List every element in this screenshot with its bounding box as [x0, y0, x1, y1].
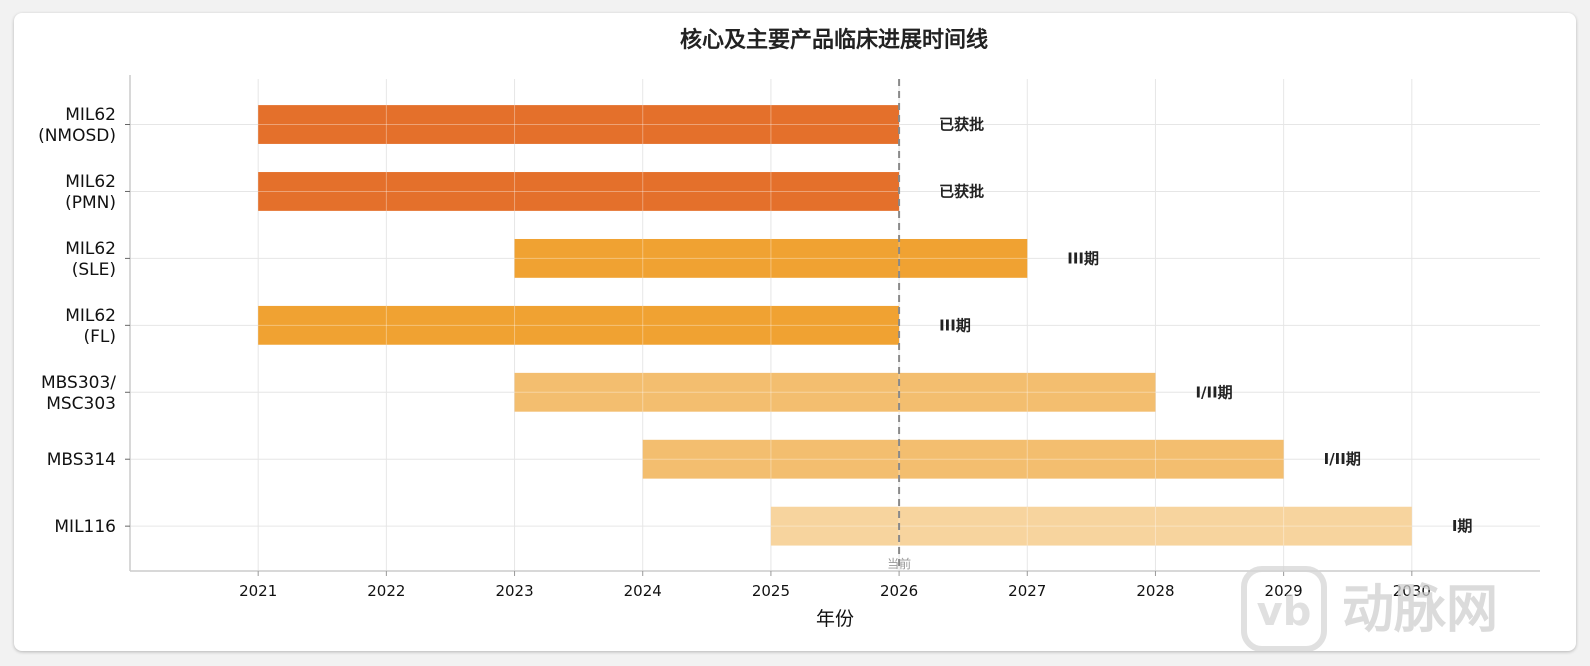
x-tick-label: 2029 — [1265, 582, 1303, 600]
status-label: I期 — [1452, 517, 1473, 535]
chart-title: 核心及主要产品临床进展时间线 — [680, 27, 988, 53]
vb-logo-icon — [1241, 566, 1327, 651]
bar — [258, 105, 900, 144]
timeline-chart: 核心及主要产品临床进展时间线 当前 2021 2022 2023 2024 2025 202… — [38, 27, 1540, 651]
status-label: III期 — [1067, 249, 1099, 267]
bar — [770, 506, 1412, 546]
y-tick-label: MIL62 (NMOSD) — [38, 105, 116, 146]
x-tick-label: 2026 — [880, 582, 918, 600]
y-tick-label-line: (SLE) — [72, 260, 116, 280]
status-label: 已获批 — [939, 182, 984, 200]
y-tick-label-line: MBS303/ — [41, 373, 116, 393]
watermark-text: 动脉网 — [1342, 580, 1498, 640]
y-tick-label-line: MIL62 — [65, 306, 116, 326]
watermark: vb 动脉网 — [1241, 566, 1498, 651]
bar — [642, 439, 1284, 479]
y-tick-label: MBS314 — [47, 450, 116, 470]
x-tick-label: 2023 — [495, 582, 533, 600]
y-tick-label-line: MIL62 — [65, 239, 116, 259]
x-axis-label: 年份 — [816, 608, 854, 630]
x-tick-label: 2027 — [1008, 582, 1046, 600]
vb-logo-mark: vb — [1257, 589, 1312, 635]
bar — [258, 172, 900, 211]
y-tick-label-line: (NMOSD) — [38, 126, 116, 146]
y-tick-label-line: MIL116 — [54, 517, 116, 537]
status-label: I/II期 — [1324, 450, 1361, 468]
bar — [258, 305, 900, 345]
bar — [514, 238, 1028, 278]
x-tick-label: 2030 — [1393, 582, 1431, 600]
y-tick-label-line: MBS314 — [47, 450, 116, 470]
current-year-label: 当前 — [887, 556, 911, 571]
y-tick-label-line: (FL) — [83, 327, 116, 347]
x-tick-label: 2025 — [752, 582, 790, 600]
chart-card: 核心及主要产品临床进展时间线 当前 2021 2022 2023 2024 2025 202… — [14, 13, 1576, 651]
bars-layer — [258, 79, 1412, 571]
bar — [514, 372, 1156, 412]
x-tick-label: 2024 — [624, 582, 662, 600]
status-label: I/II期 — [1195, 383, 1232, 401]
y-tick-label: MIL62 (SLE) — [65, 239, 116, 280]
y-tick-label-line: MSC303 — [46, 394, 116, 414]
y-tick-label: MIL116 — [54, 517, 116, 537]
y-tick-label: MBS303/MSC303 — [41, 373, 116, 414]
y-tick-label: MIL62 (PMN) — [65, 172, 116, 213]
y-tick-label: MIL62 (FL) — [65, 306, 116, 347]
x-tick-label: 2028 — [1136, 582, 1174, 600]
status-label: III期 — [939, 316, 971, 334]
y-tick-label-line: MIL62 — [65, 172, 116, 192]
labels-layer: 当前 2021 2022 2023 2024 2025 2026 2027 2028 2029 20… — [38, 105, 1472, 600]
x-tick-label: 2021 — [239, 582, 277, 600]
y-tick-label-line: (PMN) — [65, 193, 116, 213]
y-tick-label-line: MIL62 — [65, 105, 116, 125]
x-tick-label: 2022 — [367, 582, 405, 600]
status-label: 已获批 — [939, 116, 984, 134]
